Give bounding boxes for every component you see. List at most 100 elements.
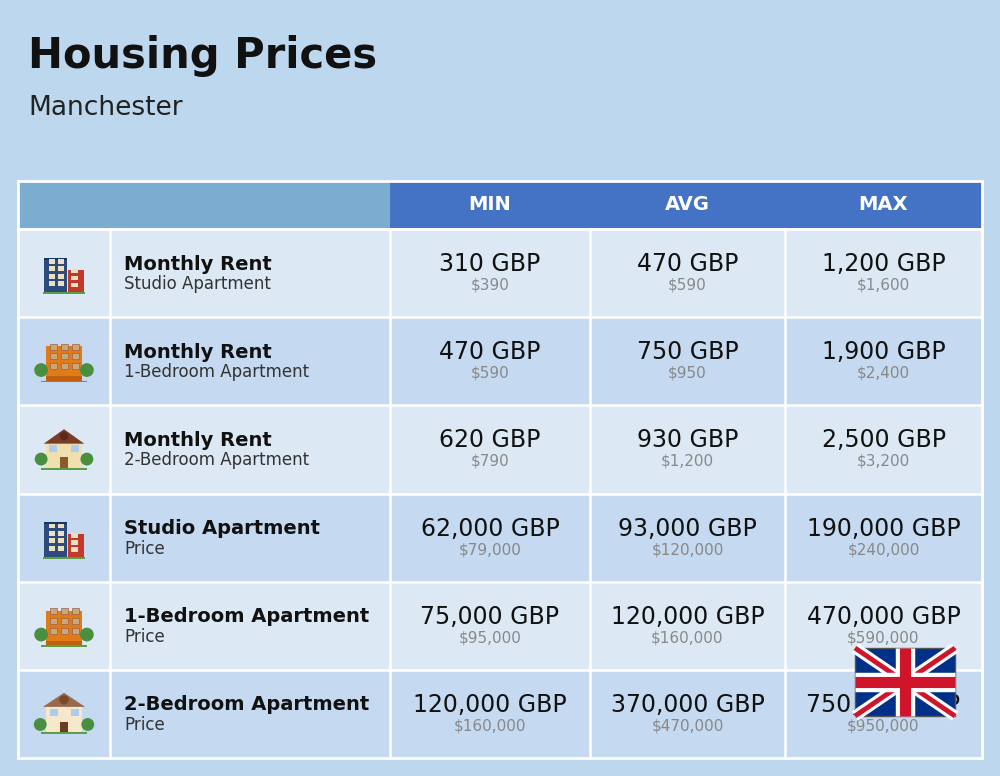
FancyBboxPatch shape — [18, 405, 982, 494]
Text: Price: Price — [124, 628, 165, 646]
Text: $1,600: $1,600 — [857, 278, 910, 293]
FancyBboxPatch shape — [61, 363, 68, 369]
Text: 190,000 GBP: 190,000 GBP — [807, 517, 960, 541]
Text: $79,000: $79,000 — [459, 542, 521, 557]
FancyBboxPatch shape — [50, 608, 57, 615]
FancyBboxPatch shape — [46, 444, 82, 468]
FancyBboxPatch shape — [18, 317, 982, 405]
Text: 62,000 GBP: 62,000 GBP — [421, 517, 559, 541]
FancyBboxPatch shape — [46, 707, 82, 733]
FancyBboxPatch shape — [58, 259, 64, 264]
Circle shape — [35, 364, 47, 376]
Text: 120,000 GBP: 120,000 GBP — [611, 605, 764, 629]
FancyBboxPatch shape — [41, 468, 87, 469]
Text: $590,000: $590,000 — [847, 630, 920, 646]
Text: $390: $390 — [471, 278, 509, 293]
FancyBboxPatch shape — [61, 618, 68, 624]
FancyBboxPatch shape — [61, 608, 68, 615]
Circle shape — [81, 364, 93, 376]
Text: Manchester: Manchester — [28, 95, 183, 121]
Text: $120,000: $120,000 — [651, 542, 724, 557]
Text: $160,000: $160,000 — [454, 719, 526, 733]
Text: $160,000: $160,000 — [651, 630, 724, 646]
FancyBboxPatch shape — [60, 457, 68, 468]
Text: 930 GBP: 930 GBP — [637, 428, 738, 452]
Text: Studio Apartment: Studio Apartment — [124, 275, 271, 293]
Text: 2-Bedroom Apartment: 2-Bedroom Apartment — [124, 452, 309, 469]
Text: $3,200: $3,200 — [857, 454, 910, 469]
FancyBboxPatch shape — [71, 547, 78, 552]
Text: $240,000: $240,000 — [847, 542, 920, 557]
Text: 1-Bedroom Apartment: 1-Bedroom Apartment — [124, 608, 369, 626]
Text: AVG: AVG — [665, 196, 710, 214]
FancyBboxPatch shape — [41, 645, 87, 647]
Text: Price: Price — [124, 716, 165, 734]
FancyBboxPatch shape — [58, 282, 64, 286]
FancyBboxPatch shape — [58, 539, 64, 543]
FancyBboxPatch shape — [72, 618, 79, 624]
Text: $95,000: $95,000 — [459, 630, 521, 646]
FancyBboxPatch shape — [43, 557, 85, 559]
FancyBboxPatch shape — [41, 733, 87, 734]
Text: 1,900 GBP: 1,900 GBP — [822, 340, 945, 364]
FancyBboxPatch shape — [41, 380, 87, 383]
FancyBboxPatch shape — [43, 293, 85, 294]
Text: 620 GBP: 620 GBP — [439, 428, 541, 452]
Text: 1,200 GBP: 1,200 GBP — [822, 252, 945, 276]
Circle shape — [60, 696, 68, 704]
FancyBboxPatch shape — [58, 531, 64, 535]
FancyBboxPatch shape — [18, 229, 982, 317]
FancyBboxPatch shape — [71, 275, 78, 280]
Text: Monthly Rent: Monthly Rent — [124, 255, 272, 274]
Circle shape — [81, 453, 93, 465]
Text: Monthly Rent: Monthly Rent — [124, 431, 272, 450]
FancyBboxPatch shape — [49, 524, 55, 528]
Text: 2-Bedroom Apartment: 2-Bedroom Apartment — [124, 695, 369, 715]
FancyBboxPatch shape — [58, 274, 64, 279]
FancyBboxPatch shape — [71, 445, 79, 452]
FancyBboxPatch shape — [46, 611, 82, 645]
FancyBboxPatch shape — [50, 353, 57, 359]
FancyBboxPatch shape — [68, 534, 84, 557]
FancyBboxPatch shape — [61, 353, 68, 359]
Text: 2,500 GBP: 2,500 GBP — [822, 428, 946, 452]
FancyBboxPatch shape — [18, 582, 982, 670]
FancyBboxPatch shape — [58, 546, 64, 551]
Text: $950: $950 — [668, 365, 707, 381]
FancyBboxPatch shape — [46, 641, 82, 645]
Text: $2,400: $2,400 — [857, 365, 910, 381]
FancyBboxPatch shape — [49, 274, 55, 279]
FancyBboxPatch shape — [44, 524, 67, 557]
FancyBboxPatch shape — [61, 344, 68, 350]
FancyBboxPatch shape — [49, 546, 55, 551]
FancyBboxPatch shape — [49, 282, 55, 286]
FancyBboxPatch shape — [590, 181, 785, 229]
FancyBboxPatch shape — [50, 628, 57, 634]
Circle shape — [35, 629, 47, 641]
Text: $790: $790 — [471, 454, 509, 469]
Polygon shape — [44, 429, 84, 444]
Circle shape — [35, 453, 47, 465]
Text: 750,000 GBP: 750,000 GBP — [806, 693, 960, 717]
Text: Price: Price — [124, 539, 165, 558]
Text: 93,000 GBP: 93,000 GBP — [618, 517, 757, 541]
FancyBboxPatch shape — [71, 282, 78, 287]
Text: 470 GBP: 470 GBP — [637, 252, 738, 276]
Text: MAX: MAX — [859, 196, 908, 214]
FancyBboxPatch shape — [49, 266, 55, 272]
FancyBboxPatch shape — [72, 353, 79, 359]
FancyBboxPatch shape — [72, 628, 79, 634]
FancyBboxPatch shape — [58, 266, 64, 272]
FancyBboxPatch shape — [390, 181, 590, 229]
Text: $470,000: $470,000 — [651, 719, 724, 733]
FancyBboxPatch shape — [50, 709, 58, 716]
FancyBboxPatch shape — [58, 524, 64, 528]
FancyBboxPatch shape — [49, 531, 55, 535]
FancyBboxPatch shape — [50, 344, 57, 350]
FancyBboxPatch shape — [49, 445, 57, 452]
Text: $950,000: $950,000 — [847, 719, 920, 733]
FancyBboxPatch shape — [72, 344, 79, 350]
Circle shape — [35, 719, 46, 730]
FancyBboxPatch shape — [71, 540, 78, 545]
Text: 75,000 GBP: 75,000 GBP — [420, 605, 560, 629]
